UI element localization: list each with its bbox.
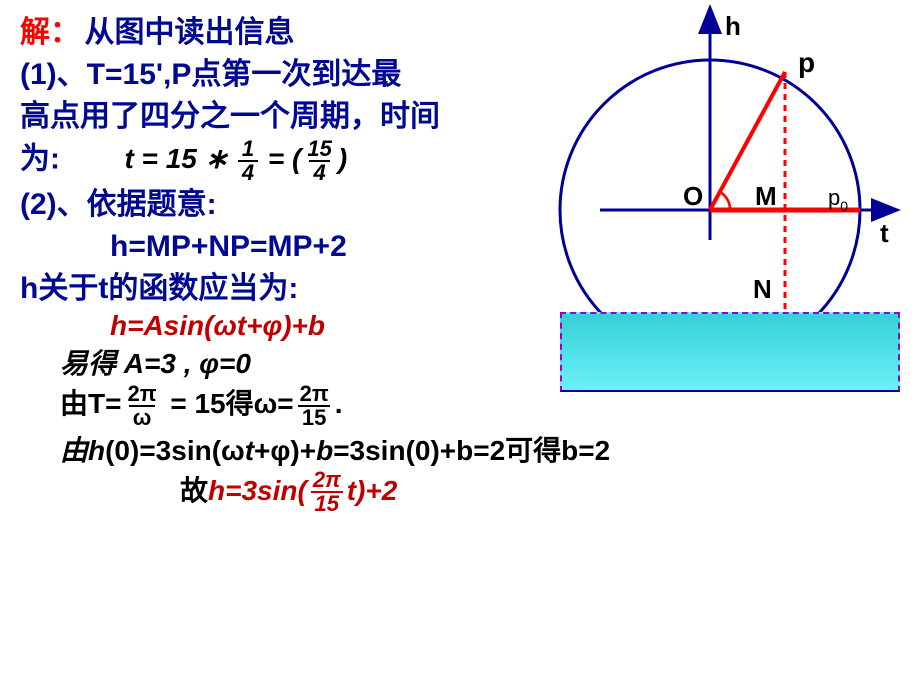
- angle-arc: [720, 192, 730, 210]
- label-p0: p0: [828, 185, 848, 214]
- label-m: M: [755, 181, 777, 211]
- eq1-n1: 1: [238, 138, 258, 160]
- eq1-d2: 4: [309, 160, 329, 184]
- para1-l2: 高点用了四分之一个周期，时间: [20, 96, 580, 138]
- label-h: h: [725, 11, 741, 41]
- p8-mid: = 15得ω=: [163, 388, 294, 419]
- para3-l1: 易得 A=3 , φ=0: [60, 342, 580, 382]
- solution-text: 解： 从图中读出信息 (1)、T=15',P点第一次到达最 高点用了四分之一个周…: [20, 12, 580, 515]
- label-t: t: [880, 218, 889, 248]
- p8-pre: 由T=: [60, 388, 121, 419]
- p8-n2: 2π: [296, 383, 333, 405]
- p10-d: 15: [311, 491, 343, 515]
- p8-n1: 2π: [123, 383, 160, 405]
- para2-l2: h=MP+NP=MP+2: [110, 226, 580, 268]
- para1-l3: 为:: [20, 142, 60, 175]
- eq1-pre: t = 15 ∗: [124, 143, 235, 174]
- para2-l1: (2)、依据题意:: [20, 184, 580, 226]
- para3-l3: 由h(0)=3sin(ωt+φ)+b=3sin(0)+b=2可得b=2: [60, 429, 760, 469]
- para3-l2: 由T=2πω = 15得ω=2π15.: [60, 382, 580, 429]
- diagram-container: h p O M p0 t N: [560, 10, 900, 390]
- eq2: h=Asin(ωt+φ)+b: [110, 310, 580, 342]
- p8-post: .: [335, 388, 343, 419]
- para1-l1: (1)、T=15',P点第一次到达最: [20, 54, 580, 96]
- para2-l3: h关于t的函数应当为:: [20, 268, 580, 310]
- header-text: 从图中读出信息: [84, 16, 294, 49]
- label-p: p: [798, 47, 815, 78]
- eq1: t = 15 ∗ 14 = (154): [124, 143, 347, 174]
- eq1-d1: 4: [238, 160, 258, 184]
- water-rect: [560, 312, 900, 392]
- p10-n: 2π: [309, 469, 345, 491]
- p8-d1: ω: [129, 405, 156, 429]
- eq1-post: ): [338, 143, 347, 174]
- p10-pre: 故: [180, 475, 208, 506]
- label-jie: 解：: [20, 16, 80, 49]
- label-o: O: [683, 181, 703, 211]
- p10-post: t)+2: [347, 475, 398, 506]
- p8-d2: 15: [298, 405, 330, 429]
- eq1-mid: = (: [260, 143, 301, 174]
- para3-l4: 故h=3sin(2π15t)+2: [180, 469, 580, 516]
- label-n: N: [753, 274, 772, 304]
- p10-h: h=3sin(: [208, 475, 307, 506]
- eq1-n2: 15: [303, 138, 335, 160]
